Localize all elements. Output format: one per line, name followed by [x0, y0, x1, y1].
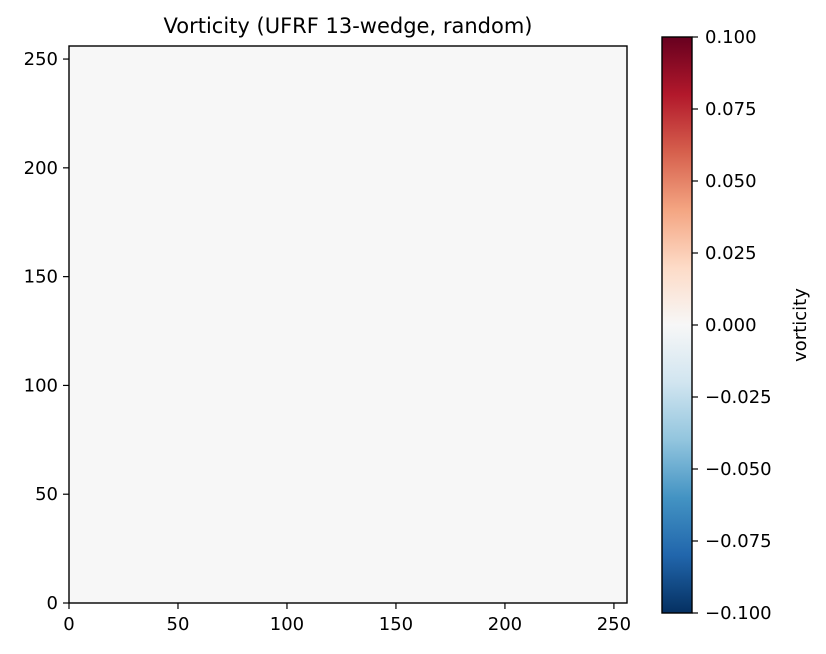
y-axis: 0 50 100 150 200 250 — [24, 49, 69, 614]
colorbar-tick-label: −0.075 — [705, 531, 772, 552]
x-tick-label: 100 — [270, 614, 304, 635]
y-tick-label: 50 — [35, 484, 58, 505]
chart-title: Vorticity (UFRF 13-wedge, random) — [164, 14, 533, 38]
colorbar-tick-label: 0.050 — [705, 171, 757, 192]
x-tick-label: 50 — [167, 614, 190, 635]
colorbar-tick-label: 0.100 — [705, 27, 757, 48]
y-tick-label: 0 — [47, 593, 58, 614]
colorbar-label: vorticity — [790, 288, 811, 362]
colorbar-tick-label: 0.075 — [705, 99, 757, 120]
x-tick-label: 150 — [379, 614, 413, 635]
y-tick-label: 150 — [24, 267, 58, 288]
y-tick-label: 250 — [24, 49, 58, 70]
x-tick-label: 250 — [597, 614, 631, 635]
colorbar-tick-label: 0.000 — [705, 315, 757, 336]
colorbar-tick-label: −0.050 — [705, 459, 772, 480]
colorbar-tick-label: −0.025 — [705, 387, 772, 408]
y-tick-label: 200 — [24, 158, 58, 179]
plot-frame — [68, 45, 628, 604]
x-axis: 0 50 100 150 200 250 — [63, 603, 631, 635]
x-tick-label: 200 — [488, 614, 522, 635]
y-tick-label: 100 — [24, 375, 58, 396]
colorbar-axis: −0.100 −0.075 −0.050 −0.025 0.000 0.025 0.050 0… — [692, 27, 772, 624]
colorbar-tick-label: 0.025 — [705, 243, 757, 264]
vorticity-field — [69, 46, 627, 603]
colorbar — [662, 37, 692, 613]
x-tick-label: 0 — [63, 614, 74, 635]
colorbar-tick-label: −0.100 — [705, 603, 772, 624]
